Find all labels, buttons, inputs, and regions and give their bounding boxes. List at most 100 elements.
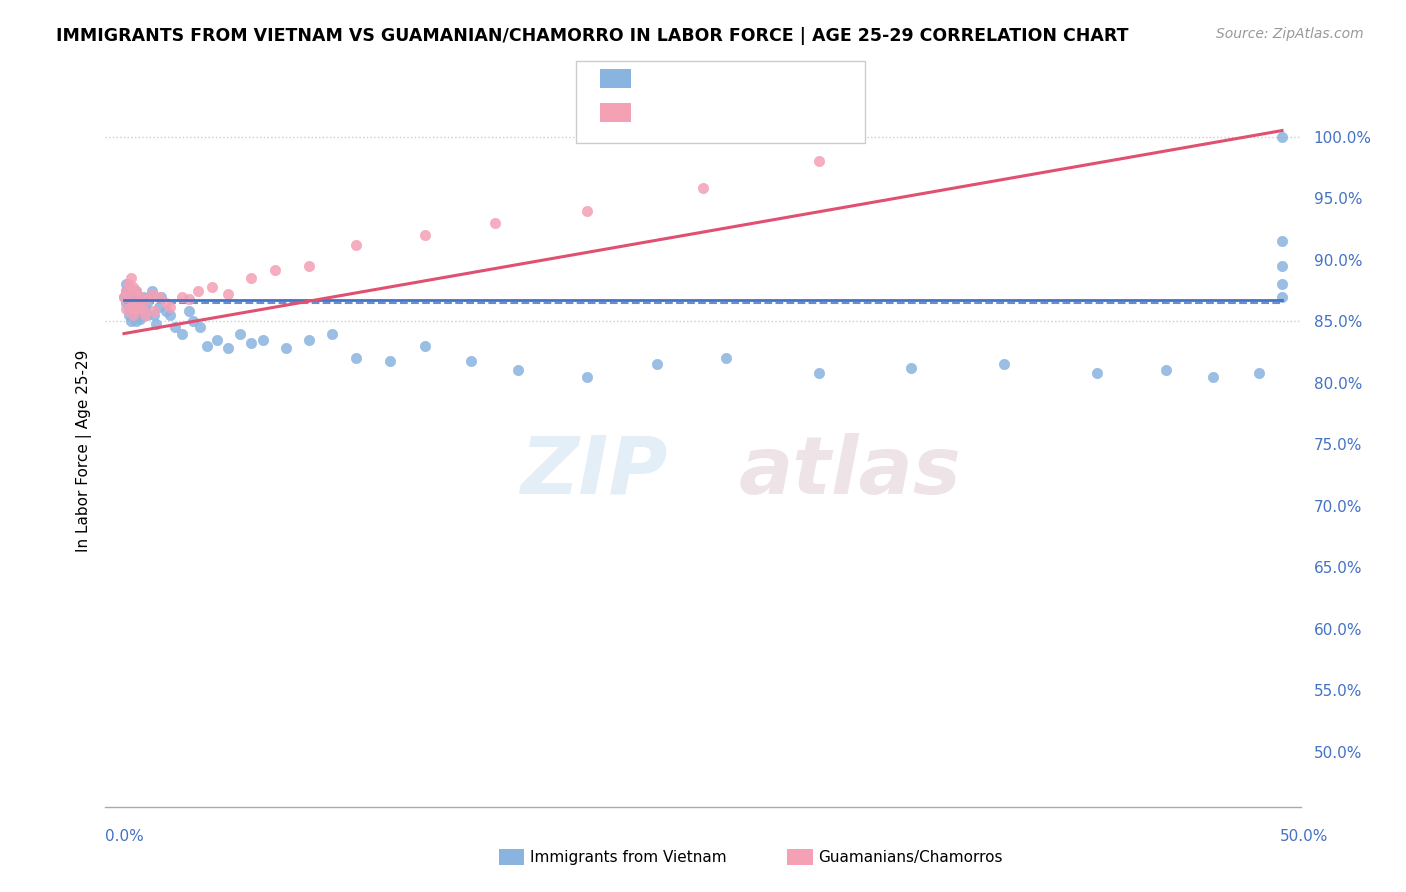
- Point: [115, 284, 138, 298]
- Point: [1271, 129, 1294, 144]
- Point: [506, 363, 529, 377]
- Point: [460, 353, 482, 368]
- Point: [127, 292, 149, 306]
- Y-axis label: In Labor Force | Age 25-29: In Labor Force | Age 25-29: [76, 350, 91, 551]
- Text: R =: R =: [643, 105, 676, 120]
- Text: 68: 68: [775, 71, 796, 86]
- Point: [136, 292, 159, 306]
- Point: [120, 300, 142, 314]
- Point: [148, 300, 170, 314]
- Point: [129, 292, 152, 306]
- Text: N =: N =: [730, 71, 773, 86]
- Point: [201, 280, 224, 294]
- Point: [122, 280, 145, 294]
- Point: [124, 284, 146, 298]
- Point: [217, 342, 239, 356]
- Point: [692, 181, 714, 195]
- Point: [344, 238, 367, 252]
- Point: [117, 301, 139, 316]
- Text: 50.0%: 50.0%: [1281, 830, 1329, 844]
- Point: [1154, 363, 1177, 377]
- Point: [183, 314, 205, 328]
- Point: [1201, 369, 1223, 384]
- Point: [807, 154, 830, 169]
- Point: [1271, 290, 1294, 304]
- Point: [163, 320, 186, 334]
- Point: [145, 317, 167, 331]
- Point: [115, 295, 138, 310]
- Text: 0.321: 0.321: [673, 105, 721, 120]
- Point: [117, 277, 139, 292]
- Point: [576, 203, 599, 218]
- Point: [129, 290, 152, 304]
- Point: [141, 284, 163, 298]
- Point: [124, 284, 146, 298]
- Point: [120, 314, 142, 328]
- Point: [131, 308, 153, 322]
- Point: [159, 308, 181, 322]
- Point: [122, 308, 145, 322]
- Point: [240, 336, 263, 351]
- Point: [714, 351, 737, 366]
- Text: Guamanians/Chamorros: Guamanians/Chamorros: [818, 850, 1002, 864]
- Point: [155, 295, 177, 310]
- Point: [159, 300, 181, 314]
- Point: [155, 304, 177, 318]
- Text: N =: N =: [730, 105, 773, 120]
- Point: [112, 290, 135, 304]
- Point: [177, 292, 200, 306]
- Point: [190, 320, 212, 334]
- Point: [117, 290, 139, 304]
- Point: [413, 228, 436, 243]
- Point: [138, 290, 160, 304]
- Point: [576, 369, 599, 384]
- Point: [993, 357, 1015, 371]
- Point: [484, 216, 506, 230]
- Point: [1271, 235, 1294, 249]
- Point: [112, 290, 135, 304]
- Point: [129, 311, 152, 326]
- Text: Immigrants from Vietnam: Immigrants from Vietnam: [530, 850, 727, 864]
- Point: [1247, 366, 1270, 380]
- Point: [1271, 277, 1294, 292]
- Text: R =: R =: [643, 71, 676, 86]
- Point: [380, 353, 402, 368]
- Point: [141, 287, 163, 301]
- Point: [117, 308, 139, 322]
- Text: ZIP: ZIP: [520, 433, 666, 511]
- Point: [115, 284, 138, 298]
- Point: [124, 295, 146, 310]
- Point: [205, 333, 228, 347]
- Point: [120, 301, 142, 316]
- Point: [170, 290, 193, 304]
- Point: [122, 290, 145, 304]
- Point: [150, 290, 173, 304]
- Point: [124, 301, 146, 316]
- Text: atlas: atlas: [740, 433, 962, 511]
- Point: [187, 284, 209, 298]
- Point: [413, 339, 436, 353]
- Point: [136, 308, 159, 322]
- Point: [321, 326, 343, 341]
- Point: [124, 314, 146, 328]
- Point: [131, 290, 153, 304]
- Point: [115, 301, 138, 316]
- Point: [900, 361, 922, 376]
- Point: [122, 301, 145, 316]
- Point: [807, 366, 830, 380]
- Text: IMMIGRANTS FROM VIETNAM VS GUAMANIAN/CHAMORRO IN LABOR FORCE | AGE 25-29 CORRELA: IMMIGRANTS FROM VIETNAM VS GUAMANIAN/CHA…: [56, 27, 1129, 45]
- Text: 0.009: 0.009: [673, 71, 721, 86]
- Point: [240, 271, 263, 285]
- Text: 35: 35: [775, 105, 796, 120]
- Point: [131, 301, 153, 316]
- Point: [122, 308, 145, 322]
- Text: 0.0%: 0.0%: [105, 830, 145, 844]
- Point: [252, 333, 274, 347]
- Point: [298, 259, 321, 273]
- Point: [298, 333, 321, 347]
- Point: [143, 304, 166, 318]
- Point: [120, 271, 142, 285]
- Point: [148, 290, 170, 304]
- Point: [195, 339, 218, 353]
- Point: [1085, 366, 1108, 380]
